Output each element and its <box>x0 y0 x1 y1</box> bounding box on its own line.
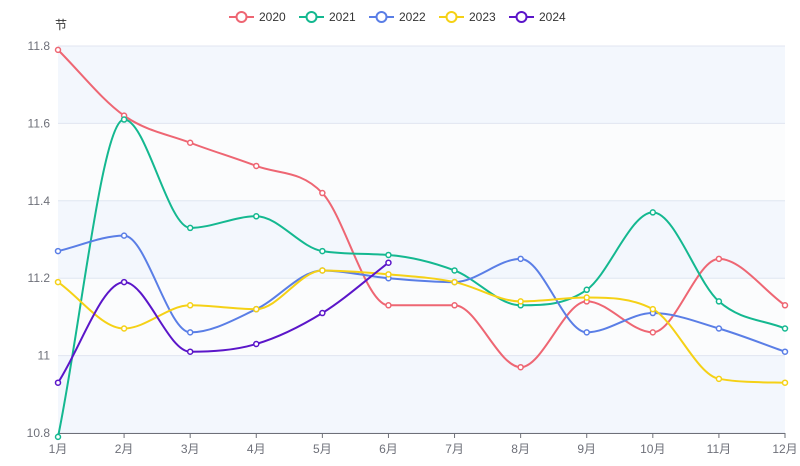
legend-label: 2024 <box>539 10 566 24</box>
y-tick-label: 11 <box>38 349 51 363</box>
data-point-2022[interactable] <box>186 329 194 336</box>
data-point-2020[interactable] <box>517 363 524 371</box>
y-tick-label: 11.6 <box>28 116 51 130</box>
data-point-2023[interactable] <box>319 267 326 274</box>
background-band <box>58 200 785 279</box>
data-point-2021[interactable] <box>583 286 590 294</box>
x-tick-label: 1月 <box>49 442 68 456</box>
legend-swatch-marker <box>305 11 318 23</box>
data-point-2023[interactable] <box>781 379 789 386</box>
data-point-2022[interactable] <box>120 232 128 239</box>
y-tick-label: 11.4 <box>28 194 51 208</box>
x-tick-label: 10月 <box>640 442 665 456</box>
data-point-2024[interactable] <box>385 259 392 266</box>
data-point-2021[interactable] <box>319 247 326 255</box>
data-point-2021[interactable] <box>54 433 62 441</box>
data-point-2021[interactable] <box>715 298 723 305</box>
legend-label: 2021 <box>329 10 356 24</box>
background-band <box>58 355 785 433</box>
data-point-2020[interactable] <box>319 189 326 197</box>
y-tick-label: 11.2 <box>28 271 51 285</box>
axes: 10.8 11 11.2 11.4 11.6 11.8 1月 2月 3月 4月 5月 6月 7月 8月 9月… <box>27 39 798 456</box>
data-point-2024[interactable] <box>120 278 128 286</box>
legend-swatch-marker <box>235 11 248 23</box>
data-point-2022[interactable] <box>781 348 789 355</box>
legend-label: 2022 <box>399 10 426 24</box>
x-tick-label: 11月 <box>707 442 731 456</box>
legend-item-2022[interactable]: 2022 <box>369 10 426 24</box>
data-point-2024[interactable] <box>186 348 194 355</box>
data-point-2024[interactable] <box>253 340 260 348</box>
x-tick-label: 5月 <box>313 442 332 456</box>
data-point-2020[interactable] <box>186 139 194 146</box>
x-tick-label: 8月 <box>511 442 530 456</box>
x-tick-label: 12月 <box>772 442 797 456</box>
data-point-2024[interactable] <box>54 379 62 386</box>
background-band <box>58 123 785 201</box>
legend-item-2020[interactable]: 2020 <box>229 10 286 24</box>
data-point-2023[interactable] <box>385 271 392 278</box>
legend-item-2023[interactable]: 2023 <box>439 10 496 24</box>
data-point-2021[interactable] <box>385 251 392 259</box>
x-tick-label: 9月 <box>577 442 596 456</box>
x-tick-label: 3月 <box>181 442 200 456</box>
x-tick-label: 2月 <box>115 442 134 456</box>
y-axis-unit-label: 节 <box>55 18 67 32</box>
legend: 2020 2021 2022 2023 2024 <box>229 10 566 24</box>
data-point-2023[interactable] <box>120 325 128 332</box>
data-point-2020[interactable] <box>451 302 458 309</box>
data-point-2023[interactable] <box>253 305 260 313</box>
data-point-2023[interactable] <box>715 375 723 383</box>
data-point-2023[interactable] <box>517 298 524 305</box>
data-point-2022[interactable] <box>583 329 590 336</box>
data-point-2023[interactable] <box>649 305 657 313</box>
data-point-2023[interactable] <box>186 302 194 309</box>
data-point-2023[interactable] <box>451 278 458 286</box>
x-tick-label: 7月 <box>445 442 464 456</box>
data-point-2022[interactable] <box>517 255 524 263</box>
data-point-2022[interactable] <box>715 325 723 332</box>
data-point-2023[interactable] <box>54 278 62 286</box>
x-tick-label: 4月 <box>247 442 266 456</box>
data-point-2020[interactable] <box>649 329 657 336</box>
plot-background-bands <box>58 46 785 433</box>
data-point-2021[interactable] <box>253 213 260 220</box>
data-point-2020[interactable] <box>781 302 789 309</box>
data-point-2022[interactable] <box>54 247 62 255</box>
data-point-2023[interactable] <box>583 294 590 301</box>
legend-swatch-marker <box>375 11 388 23</box>
data-point-2020[interactable] <box>253 162 260 170</box>
data-point-2021[interactable] <box>649 209 657 216</box>
series-line-2023[interactable] <box>57 269 786 384</box>
legend-label: 2023 <box>469 10 496 24</box>
data-point-2021[interactable] <box>781 325 789 332</box>
legend-swatch-marker <box>445 11 458 23</box>
background-band <box>58 278 785 356</box>
series-line-2024[interactable] <box>57 261 390 384</box>
legend-item-2024[interactable]: 2024 <box>509 10 566 24</box>
background-band <box>58 46 785 124</box>
legend-swatch-marker <box>515 11 528 23</box>
data-point-2020[interactable] <box>385 302 392 309</box>
data-point-2021[interactable] <box>451 267 458 274</box>
y-tick-label: 11.8 <box>28 39 51 53</box>
data-point-2021[interactable] <box>186 224 194 232</box>
y-tick-label: 10.8 <box>27 426 51 440</box>
legend-label: 2020 <box>259 10 286 24</box>
series-points <box>54 46 789 441</box>
data-point-2021[interactable] <box>120 116 128 123</box>
data-point-2024[interactable] <box>319 309 326 317</box>
x-tick-label: 6月 <box>379 442 398 456</box>
legend-item-2021[interactable]: 2021 <box>299 10 356 24</box>
data-point-2020[interactable] <box>715 255 723 263</box>
data-point-2020[interactable] <box>54 46 62 54</box>
